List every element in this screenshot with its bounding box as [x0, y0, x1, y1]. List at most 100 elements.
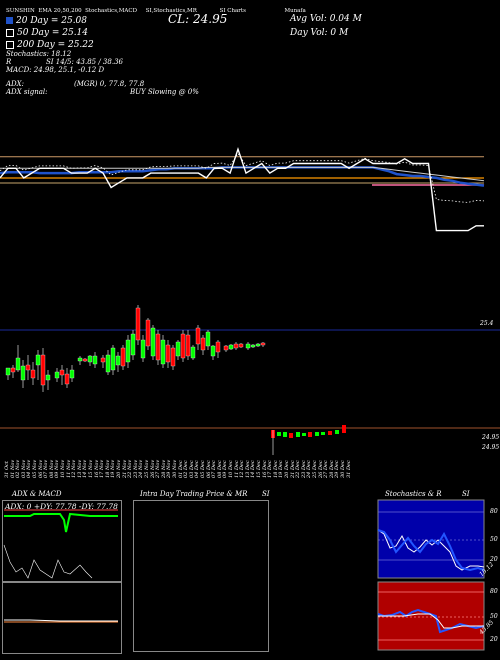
candle-body [59, 369, 65, 376]
candle-body [15, 357, 21, 371]
candle-body [140, 339, 146, 359]
candle-body [170, 347, 176, 367]
candle-body [130, 333, 136, 356]
stoch-panel [377, 499, 485, 579]
intra-panel-si: SI [262, 490, 270, 498]
candle-body [82, 358, 88, 362]
adx-white-line [3, 544, 93, 579]
stochastics-readout: Stochastics: 18.12 [6, 50, 72, 58]
header-symbol: SUNSHIN [6, 8, 35, 14]
candle-body [205, 331, 211, 347]
candle-body [69, 369, 75, 379]
adx-panel-title: ADX & MACD [12, 490, 62, 498]
lower-candle [342, 425, 346, 433]
candle-body [87, 355, 93, 363]
candle-body [120, 347, 126, 367]
bollinger-band-line [0, 152, 485, 203]
lower-axis-label-2: 24.95 [482, 444, 500, 451]
candle-body [135, 307, 141, 341]
candle-body [190, 346, 196, 359]
candle-body [92, 355, 98, 365]
candle-body [215, 341, 221, 353]
header-si: SI,Stochastics,MR [145, 8, 197, 14]
candle-body [150, 327, 156, 357]
macd-line [4, 619, 118, 622]
candle-body [115, 355, 121, 366]
si-tick-20: 20 [490, 636, 498, 643]
si-readout: SI 14/5: 43.85 / 38.36 [46, 58, 123, 66]
buy-signal: BUY Slowing @ 0% [130, 88, 199, 96]
candle-body [210, 345, 216, 357]
header-stoch: Stochastics,MACD [85, 8, 137, 14]
lower-candle [283, 432, 287, 437]
day-vol: Day Vol: 0 M [290, 28, 349, 38]
header-charts: SI Charts [219, 8, 248, 14]
candle-body [5, 367, 11, 376]
candle-body [25, 364, 31, 371]
lower-axis-label-1: 24.95 [482, 434, 500, 441]
candle-body [77, 357, 83, 362]
stoch-tick-20: 20 [490, 556, 498, 563]
adx-signal: ADX signal: [6, 88, 48, 96]
stoch-tick-80: 80 [490, 508, 498, 515]
lower-candle [328, 431, 332, 435]
legend-200day: 200 Day = 25.22 [6, 40, 94, 50]
r-label: R [6, 58, 12, 66]
intraday-panel [133, 500, 269, 652]
series-line-50-day [0, 166, 485, 182]
adx-green-line [4, 512, 118, 533]
candle-body [228, 344, 234, 350]
candle-body [160, 339, 166, 365]
lower-candle [321, 432, 325, 435]
candle-body [245, 343, 251, 349]
close-label: CL: 24.95 [168, 12, 228, 26]
stoch-fast-line [377, 529, 485, 572]
candle-body [145, 319, 151, 347]
adx-panel [2, 500, 122, 582]
price-axis-label: 25.4 [480, 320, 494, 327]
si-tick-80: 80 [490, 588, 498, 595]
candle-body [20, 365, 26, 381]
candle-body [238, 343, 244, 348]
si-slow-line [378, 613, 484, 629]
candle-body [195, 327, 201, 345]
lower-candle [315, 432, 319, 436]
legend-50day-swatch [6, 28, 14, 37]
candle-body [155, 333, 161, 361]
candle-body [54, 371, 60, 379]
lower-candle [308, 432, 312, 437]
adx-readout: ADX: [6, 80, 25, 88]
macd-panel [2, 582, 122, 654]
candle-body [45, 374, 51, 381]
candle-body [35, 354, 41, 366]
candle-body [64, 373, 70, 385]
candle-body [110, 347, 116, 371]
header-strip: SUNSHIN EMA 20,50,200 Stochastics,MACD S… [6, 8, 306, 14]
candle-body [260, 342, 266, 346]
candle-body [10, 367, 16, 373]
candle-body [30, 369, 36, 379]
candle-body [105, 354, 111, 373]
date-label: 31 Dec [345, 460, 352, 478]
macd-readout: MACD: 24.98, 25.1, -0.12 D [6, 66, 105, 74]
candle-body [40, 354, 46, 386]
candle-body [180, 333, 186, 359]
header-ema: EMA 20,50,200 [38, 8, 82, 14]
intra-panel-title: Intra Day Trading Price & MR [140, 490, 248, 498]
candle-body [165, 344, 171, 363]
candle-body [175, 341, 181, 357]
candle-body [125, 339, 131, 363]
stoch-tick-50: 50 [490, 536, 498, 543]
stoch-panel-title: Stochastics & R [385, 490, 442, 498]
legend-50day: 50 Day = 25.14 [6, 28, 88, 38]
candle-body [255, 343, 261, 347]
stoch-panel-si: SI [462, 490, 470, 498]
candle-body [200, 337, 206, 351]
candle-body [100, 357, 106, 363]
lower-candle [335, 430, 339, 434]
series-line-close [0, 146, 484, 232]
adx-panel-readout: ADX: 0 +DY: 77.78 -DY: 77.78 [5, 502, 118, 511]
lower-candle [277, 432, 281, 436]
mgr-readout: (MGR) 0, 77.8, 77.8 [74, 80, 145, 88]
